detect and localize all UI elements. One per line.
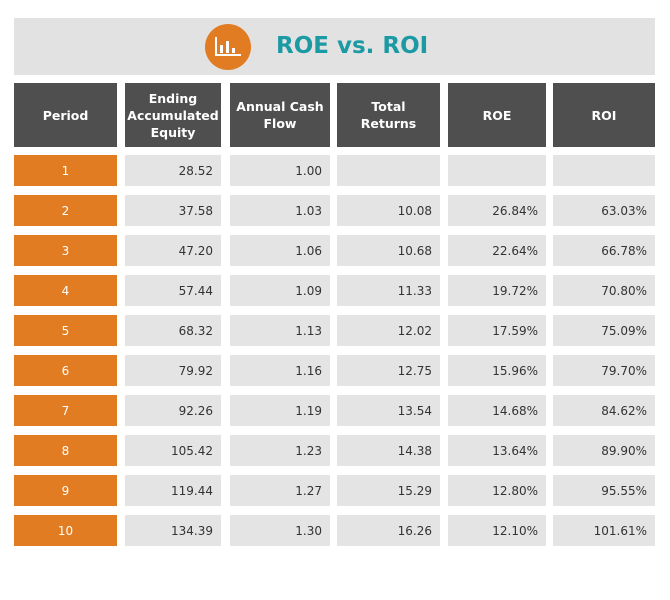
value-cell: 47.20	[125, 235, 221, 266]
column-header: ROI	[553, 83, 655, 147]
value-cell: 19.72%	[448, 275, 546, 306]
value-cell: 26.84%	[448, 195, 546, 226]
value-cell: 1.27	[230, 475, 330, 506]
value-cell	[553, 155, 655, 186]
period-cell: 10	[14, 515, 117, 546]
value-cell: 12.75	[337, 355, 440, 386]
value-cell: 134.39	[125, 515, 221, 546]
value-cell: 17.59%	[448, 315, 546, 346]
period-cell: 1	[14, 155, 117, 186]
value-cell: 13.64%	[448, 435, 546, 466]
title-bar: ROE vs. ROI	[14, 18, 655, 75]
value-cell: 10.68	[337, 235, 440, 266]
period-cell: 5	[14, 315, 117, 346]
value-cell: 1.00	[230, 155, 330, 186]
value-cell: 37.58	[125, 195, 221, 226]
value-cell: 1.23	[230, 435, 330, 466]
value-cell: 1.30	[230, 515, 330, 546]
value-cell: 101.61%	[553, 515, 655, 546]
value-cell: 57.44	[125, 275, 221, 306]
value-cell: 1.16	[230, 355, 330, 386]
value-cell	[448, 155, 546, 186]
value-cell: 1.09	[230, 275, 330, 306]
period-cell: 6	[14, 355, 117, 386]
value-cell: 1.06	[230, 235, 330, 266]
value-cell: 79.92	[125, 355, 221, 386]
value-cell: 10.08	[337, 195, 440, 226]
value-cell: 95.55%	[553, 475, 655, 506]
value-cell: 11.33	[337, 275, 440, 306]
value-cell: 13.54	[337, 395, 440, 426]
value-cell: 1.03	[230, 195, 330, 226]
column-header: Ending Accumulated Equity	[125, 83, 221, 147]
value-cell: 105.42	[125, 435, 221, 466]
value-cell: 22.64%	[448, 235, 546, 266]
value-cell: 75.09%	[553, 315, 655, 346]
value-cell: 89.90%	[553, 435, 655, 466]
column-header: ROE	[448, 83, 546, 147]
value-cell: 79.70%	[553, 355, 655, 386]
value-cell: 12.80%	[448, 475, 546, 506]
value-cell: 28.52	[125, 155, 221, 186]
period-cell: 2	[14, 195, 117, 226]
column-header: Period	[14, 83, 117, 147]
value-cell: 14.68%	[448, 395, 546, 426]
chart-icon	[205, 24, 251, 70]
value-cell: 14.38	[337, 435, 440, 466]
value-cell: 119.44	[125, 475, 221, 506]
value-cell: 68.32	[125, 315, 221, 346]
value-cell: 1.13	[230, 315, 330, 346]
value-cell: 1.19	[230, 395, 330, 426]
value-cell: 12.02	[337, 315, 440, 346]
period-cell: 8	[14, 435, 117, 466]
value-cell: 84.62%	[553, 395, 655, 426]
period-cell: 4	[14, 275, 117, 306]
value-cell	[337, 155, 440, 186]
column-header: Total Returns	[337, 83, 440, 147]
value-cell: 16.26	[337, 515, 440, 546]
title: ROE vs. ROI	[276, 33, 429, 59]
value-cell: 92.26	[125, 395, 221, 426]
column-header: Annual Cash Flow	[230, 83, 330, 147]
value-cell: 66.78%	[553, 235, 655, 266]
period-cell: 9	[14, 475, 117, 506]
value-cell: 70.80%	[553, 275, 655, 306]
value-cell: 15.29	[337, 475, 440, 506]
value-cell: 12.10%	[448, 515, 546, 546]
value-cell: 15.96%	[448, 355, 546, 386]
period-cell: 7	[14, 395, 117, 426]
value-cell: 63.03%	[553, 195, 655, 226]
period-cell: 3	[14, 235, 117, 266]
